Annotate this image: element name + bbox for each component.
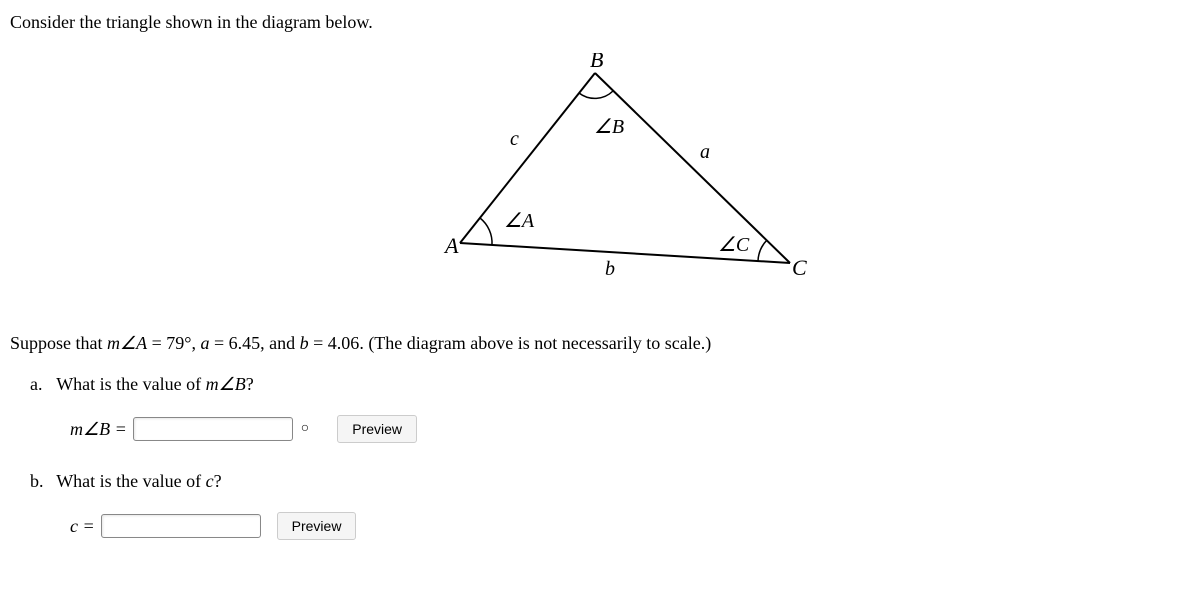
- given-b-text: , and b = 4.06: [260, 333, 359, 353]
- answer-a-label: m∠B =: [70, 419, 127, 440]
- intro-text: Consider the triangle shown in the diagr…: [10, 12, 1190, 33]
- angle-label-a: ∠A: [504, 210, 535, 232]
- side-label-c: c: [510, 128, 519, 150]
- vertex-label-a: A: [443, 233, 459, 258]
- preview-button-b[interactable]: Preview: [277, 512, 357, 540]
- given-a-text: , a = 6.45: [192, 333, 261, 353]
- preview-button-a[interactable]: Preview: [337, 415, 417, 443]
- angle-label-b: ∠B: [594, 116, 624, 138]
- degree-symbol: ○: [301, 421, 309, 437]
- question-a: a. What is the value of m∠B? m∠B = ○ Pre…: [30, 374, 1190, 443]
- question-b: b. What is the value of c? c = Preview: [30, 471, 1190, 540]
- vertex-label-c: C: [792, 255, 807, 280]
- question-a-letter: a.: [30, 374, 52, 395]
- given-suffix: . (The diagram above is not necessarily …: [359, 333, 711, 353]
- angle-arc-c: [758, 240, 767, 261]
- question-a-prompt: What is the value of m∠B?: [56, 374, 254, 394]
- answer-a-input[interactable]: [133, 417, 293, 441]
- angle-label-c: ∠C: [718, 234, 750, 256]
- question-b-prompt: What is the value of c?: [56, 471, 221, 491]
- vertex-label-b: B: [590, 53, 603, 72]
- angle-arc-a: [480, 218, 492, 245]
- angle-arc-b: [579, 91, 613, 98]
- triangle-diagram: A B C c a b ∠A ∠B ∠C: [10, 53, 1190, 293]
- given-values: Suppose that m∠A = 79°, a = 6.45, and b …: [10, 333, 1190, 354]
- side-a: [595, 73, 790, 263]
- answer-b-input[interactable]: [101, 514, 261, 538]
- given-prefix: Suppose that: [10, 333, 107, 353]
- side-label-b: b: [605, 258, 615, 280]
- question-b-letter: b.: [30, 471, 52, 492]
- given-angle-a: m∠A: [107, 333, 147, 353]
- side-label-a: a: [700, 141, 710, 163]
- answer-b-label: c =: [70, 516, 95, 537]
